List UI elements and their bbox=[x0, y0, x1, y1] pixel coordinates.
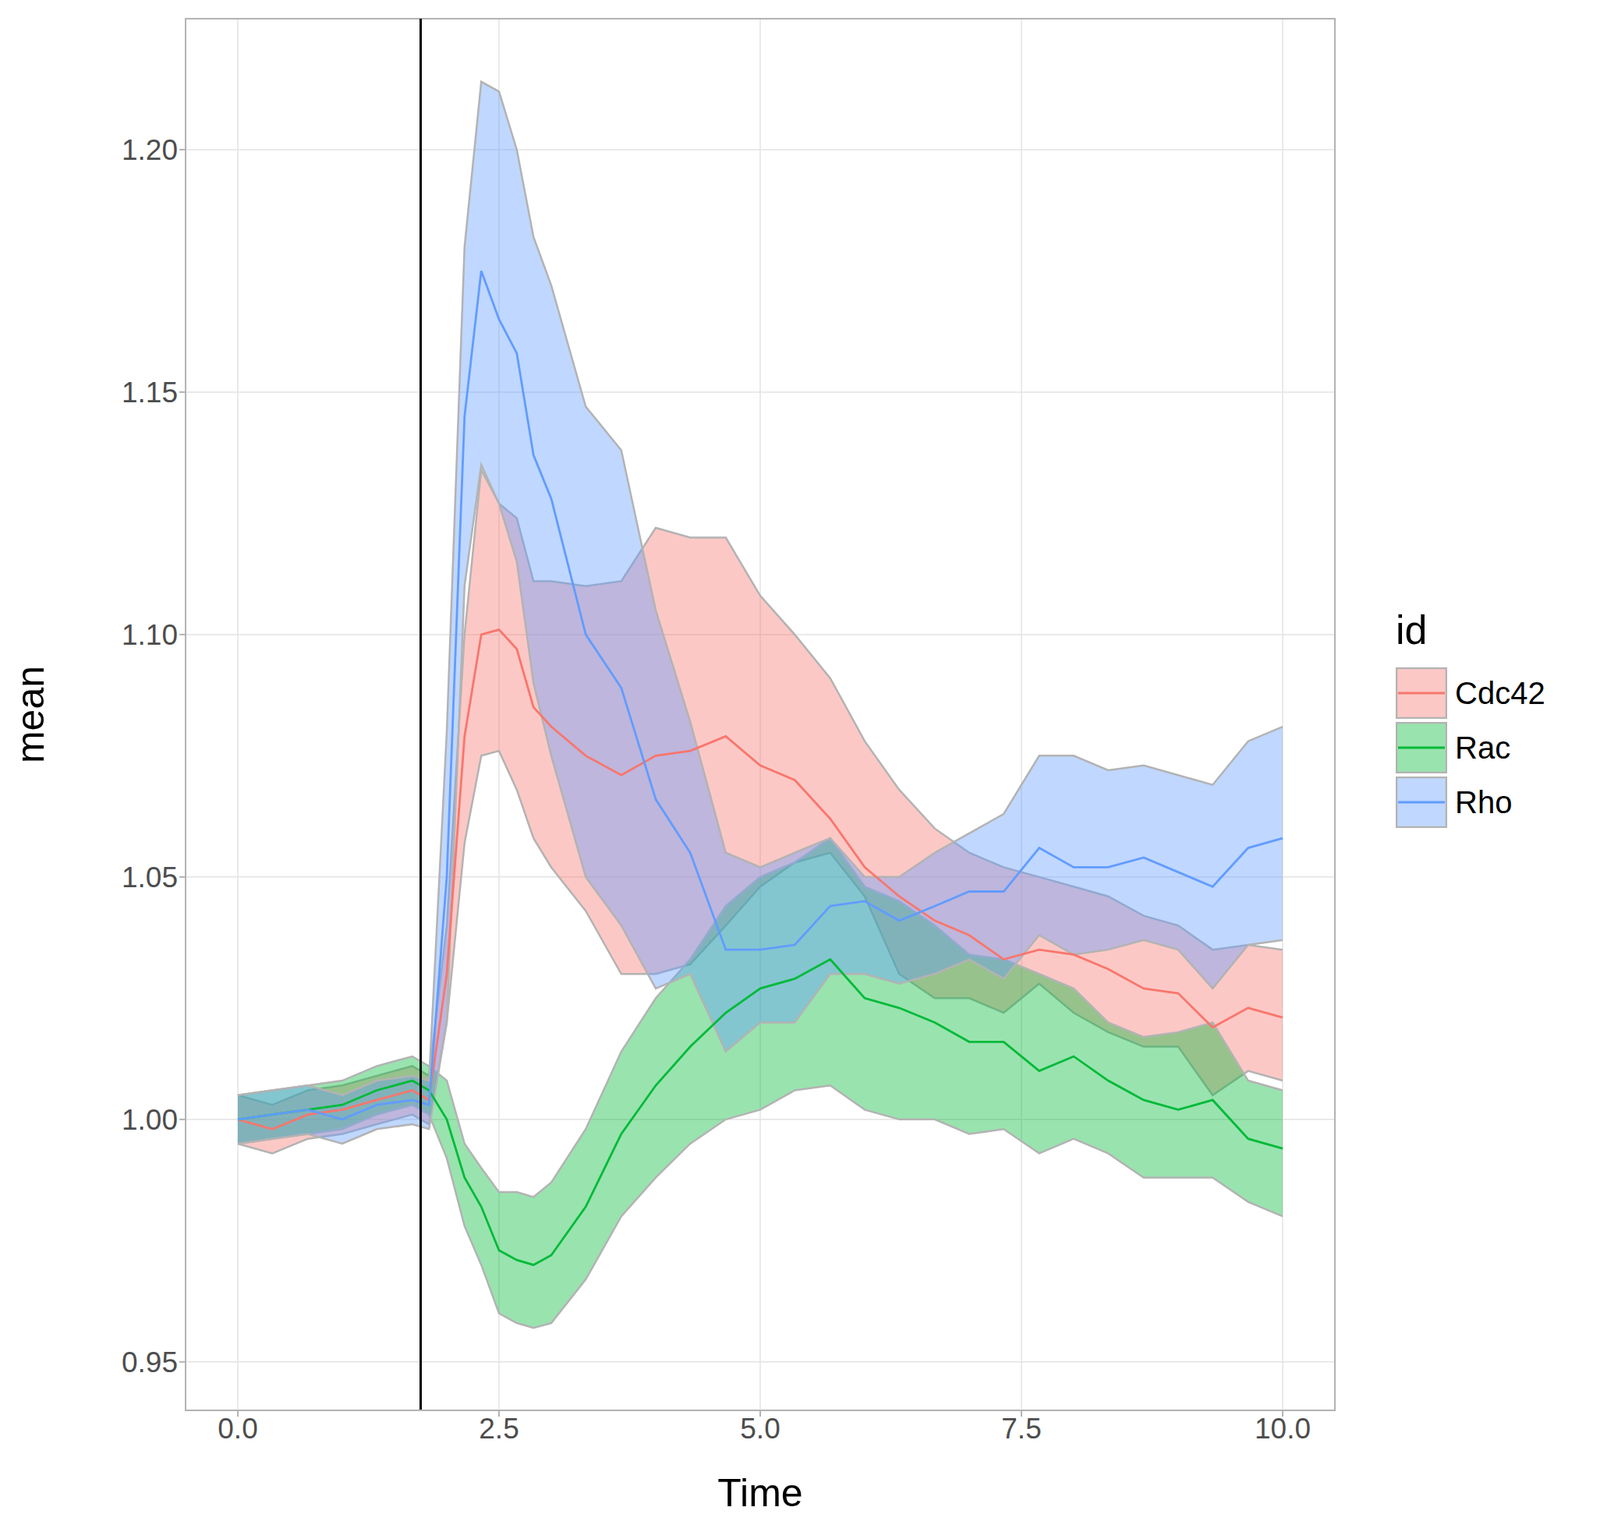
svg-text:10.0: 10.0 bbox=[1254, 1412, 1311, 1445]
html-text:Rac: Rac bbox=[1454, 730, 1511, 765]
html-text:Rho: Rho bbox=[1454, 784, 1513, 820]
svg-text:1.10: 1.10 bbox=[121, 619, 178, 652]
svg-text:mean: mean bbox=[8, 665, 53, 764]
svg-text:0.0: 0.0 bbox=[217, 1412, 258, 1445]
svg-text:1.15: 1.15 bbox=[121, 376, 178, 409]
svg-text:1.00: 1.00 bbox=[121, 1104, 178, 1137]
svg-text:1.20: 1.20 bbox=[121, 134, 178, 167]
svg-text:5.0: 5.0 bbox=[739, 1412, 780, 1445]
svg-text:Time: Time bbox=[717, 1471, 803, 1512]
html-text:id: id bbox=[1395, 607, 1428, 653]
svg-text:2.5: 2.5 bbox=[478, 1412, 519, 1445]
svg-text:1.05: 1.05 bbox=[121, 861, 178, 894]
html-text:Cdc42: Cdc42 bbox=[1454, 675, 1546, 710]
svg-text:7.5: 7.5 bbox=[1001, 1412, 1041, 1445]
svg-text:0.95: 0.95 bbox=[121, 1346, 178, 1379]
